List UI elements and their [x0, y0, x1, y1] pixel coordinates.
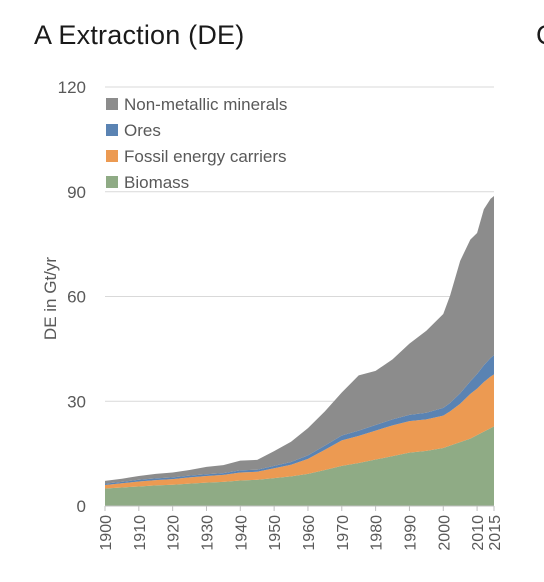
legend-label: Non-metallic minerals: [124, 95, 287, 114]
x-tick-label: 1930: [200, 515, 217, 551]
y-tick-label: 30: [67, 392, 86, 411]
legend-swatch: [106, 124, 118, 136]
area-non-metallic-minerals: [105, 195, 494, 484]
x-tick-label: 2010: [470, 515, 487, 551]
y-axis-title: DE in Gt/yr: [41, 257, 60, 340]
x-tick-label: 1910: [132, 515, 149, 551]
x-tick-label: 1900: [98, 515, 115, 551]
x-tick-label: 2015: [487, 515, 504, 551]
area-biomass: [105, 426, 494, 506]
x-tick-label: 1920: [166, 515, 183, 551]
x-tick-label: 1970: [335, 515, 352, 551]
legend-label: Biomass: [124, 173, 189, 192]
legend-label: Fossil energy carriers: [124, 147, 287, 166]
x-tick-label: 1940: [233, 515, 250, 551]
x-tick-label: 1950: [267, 515, 284, 551]
legend-swatch: [106, 98, 118, 110]
y-tick-label: 120: [58, 78, 86, 97]
legend-swatch: [106, 176, 118, 188]
legend-label: Ores: [124, 121, 161, 140]
area-fossil-energy-carriers: [105, 374, 494, 489]
y-tick-label: 90: [67, 183, 86, 202]
x-tick-label: 1990: [402, 515, 419, 551]
x-tick-label: 1980: [369, 515, 386, 551]
legend-swatch: [106, 150, 118, 162]
x-tick-label: 2000: [436, 515, 453, 551]
area-ores: [105, 355, 494, 486]
chart-title: A Extraction (DE): [34, 20, 245, 50]
x-tick-label: 1960: [301, 515, 318, 551]
y-tick-label: 0: [77, 497, 86, 516]
next-panel-letter: C: [536, 20, 544, 51]
y-tick-label: 60: [67, 288, 86, 307]
